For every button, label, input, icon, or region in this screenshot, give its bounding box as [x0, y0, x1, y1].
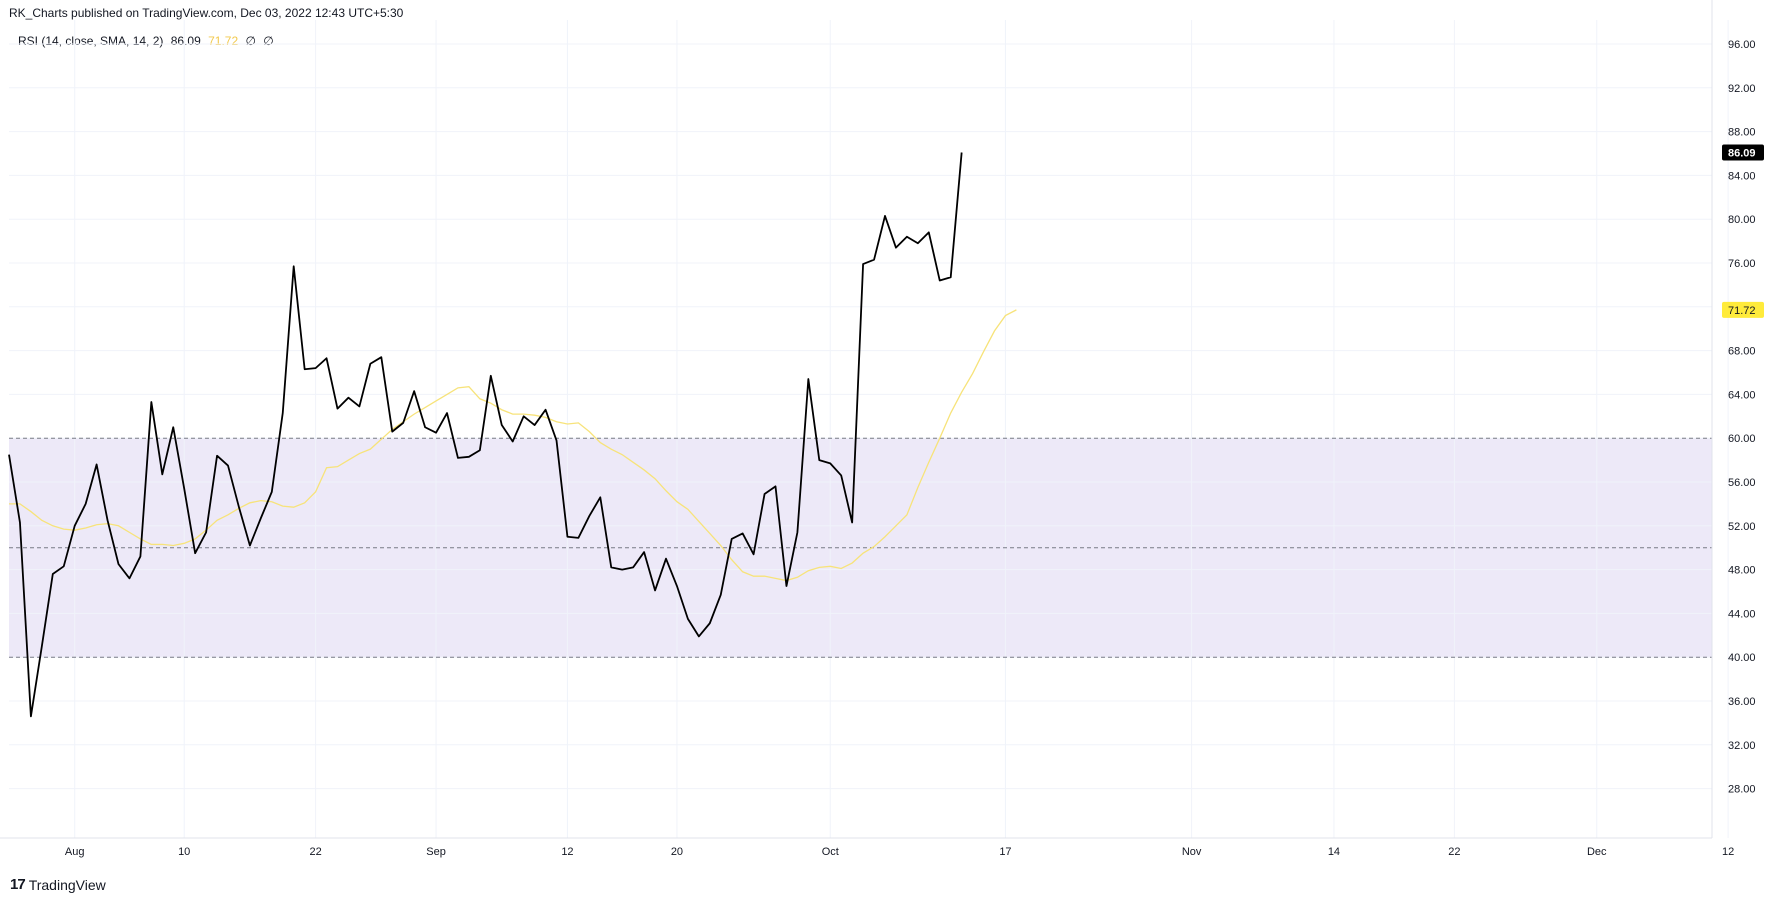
extra-value-2: ∅ [263, 34, 274, 48]
y-tick-label: 80.00 [1728, 214, 1756, 226]
x-tick-label: 22 [309, 846, 321, 858]
y-tick-label: 56.00 [1728, 477, 1756, 489]
sma-series-line [9, 309, 1017, 582]
y-tick-label: 84.00 [1728, 170, 1756, 182]
rsi-last-price-tag [1722, 144, 1764, 161]
x-tick-label: 22 [1448, 846, 1460, 858]
y-tick-label: 64.00 [1728, 389, 1756, 401]
x-tick-label: Aug [65, 846, 85, 858]
y-tick-label: 32.00 [1728, 740, 1756, 752]
x-tick-label: 20 [671, 846, 683, 858]
x-tick-label: Dec [1587, 846, 1607, 858]
y-tick-label: 40.00 [1728, 652, 1756, 664]
y-tick-label: 76.00 [1728, 258, 1756, 270]
tradingview-logo-icon: 17 [10, 876, 26, 893]
x-tick-label: Oct [822, 846, 839, 858]
tradingview-logo[interactable]: 17 TradingView [10, 876, 106, 893]
publisher-header: RK_Charts published on TradingView.com, … [9, 6, 404, 20]
x-tick-label: 10 [178, 846, 190, 858]
x-tick-label: Nov [1182, 846, 1202, 858]
rsi-series-line [8, 152, 963, 718]
x-tick-label: 12 [1722, 846, 1734, 858]
y-tick-label: 44.00 [1728, 608, 1756, 620]
x-tick-label: 17 [999, 846, 1011, 858]
x-tick-label: Sep [426, 846, 446, 858]
y-tick-label: 52.00 [1728, 521, 1756, 533]
y-tick-label: 60.00 [1728, 433, 1756, 445]
y-tick-label: 68.00 [1728, 346, 1756, 358]
y-tick-label: 28.00 [1728, 784, 1756, 796]
tradingview-logo-text: TradingView [28, 876, 106, 893]
y-tick-label: 92.00 [1728, 83, 1756, 95]
sma-last-price-label: 71.72 [1728, 305, 1756, 317]
sma-last-price-tag [1722, 301, 1764, 318]
extra-value-1: ∅ [245, 34, 256, 48]
y-tick-label: 88.00 [1728, 127, 1756, 139]
rsi-last-price-label: 86.09 [1728, 148, 1756, 160]
x-tick-label: 12 [561, 846, 573, 858]
y-tick-label: 36.00 [1728, 696, 1756, 708]
y-tick-label: 48.00 [1728, 565, 1756, 577]
y-tick-label: 96.00 [1728, 39, 1756, 51]
x-tick-label: 14 [1328, 846, 1340, 858]
